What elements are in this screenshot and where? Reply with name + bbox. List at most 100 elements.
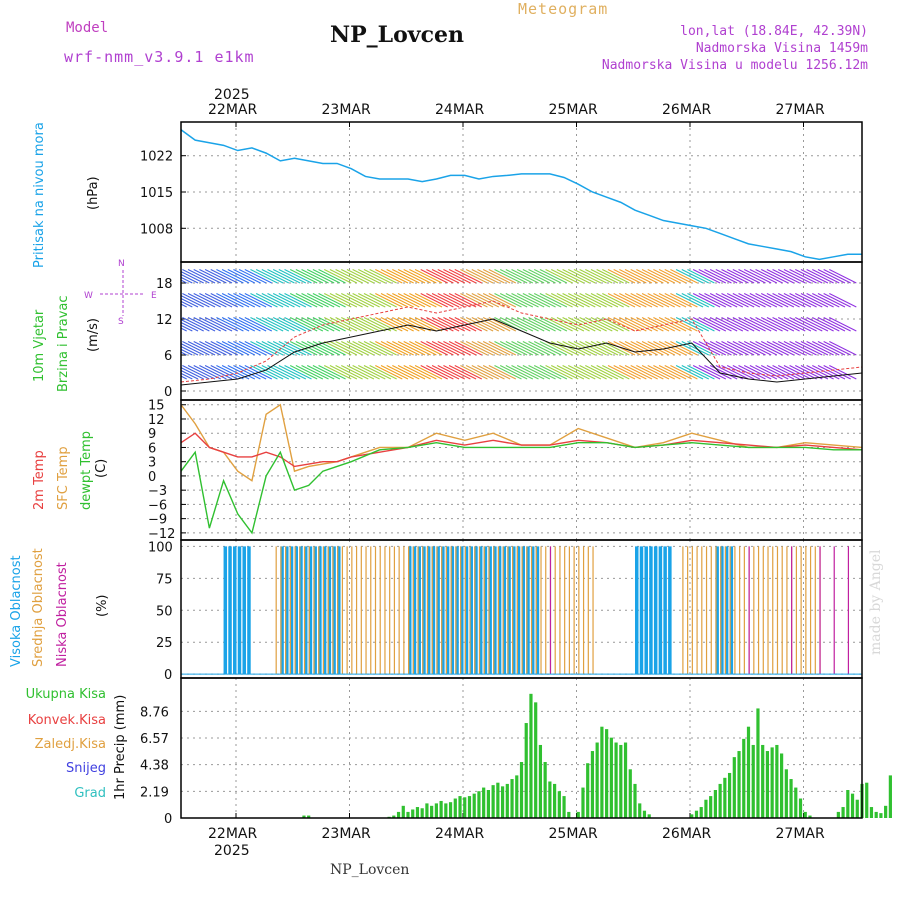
precip-bar: [727, 772, 732, 818]
wind-barb: [369, 341, 397, 356]
wind-barb: [551, 293, 579, 308]
credit-text: made by Angel: [868, 549, 884, 656]
wind-barb: [369, 365, 397, 380]
mid-cloud-bar: [800, 546, 802, 675]
mid-cloud-bar: [568, 546, 570, 675]
mid-cloud-bar: [426, 546, 429, 675]
wind-barb: [187, 293, 216, 308]
wind-barb: [420, 317, 448, 332]
location-coords: lon,lat (18.84E, 42.39N): [680, 24, 868, 39]
precip-bar: [543, 762, 547, 818]
wind-barb: [403, 269, 431, 284]
wind-barb: [187, 341, 216, 356]
x-tick-label-top: 25MAR: [549, 102, 598, 118]
mid-cloud-bar: [460, 546, 462, 675]
wind-barb: [732, 317, 761, 332]
wind-barb: [182, 293, 210, 308]
wind-barb: [829, 341, 857, 356]
mid-cloud-bar: [285, 546, 287, 675]
wind-barb: [743, 269, 772, 284]
wind-barb: [471, 365, 500, 380]
wind-barb: [783, 341, 812, 356]
low-cloud-bar: [819, 546, 821, 675]
wind-barb: [545, 293, 573, 308]
wind-barb: [295, 317, 324, 332]
wind-barb: [755, 365, 783, 380]
wind-barb: [670, 365, 698, 380]
panel-wind: [235, 262, 804, 400]
mid-cloud-bar: [776, 546, 779, 675]
wind-barb: [193, 269, 221, 284]
mid-cloud-bar: [450, 546, 452, 675]
mid-cloud-bar: [734, 546, 736, 675]
wind-barb: [255, 317, 284, 332]
wind-barb: [789, 341, 817, 356]
y-tick-label: 0: [164, 668, 172, 683]
wind-barb: [420, 269, 448, 284]
wind-barb: [204, 341, 233, 356]
wind-barb: [369, 293, 397, 308]
wind-barb: [579, 293, 607, 308]
wind-barb: [675, 293, 704, 308]
wind-barb: [732, 269, 761, 284]
mid-cloud-bar: [493, 546, 495, 675]
wind-barb: [709, 341, 738, 356]
y-axis-unit-pressure: (hPa): [86, 176, 101, 210]
precip-bar: [836, 811, 840, 818]
precip-bar: [770, 747, 774, 818]
wind-barb: [749, 341, 778, 356]
wind-barb: [250, 269, 278, 284]
wind-barb: [817, 293, 846, 308]
wind-barb: [533, 269, 562, 284]
wind-barb: [255, 269, 284, 284]
mid-cloud-bar: [554, 546, 556, 675]
wind-barb: [568, 269, 596, 284]
wind-barb: [687, 365, 715, 380]
wind-barb: [306, 269, 335, 284]
wind-barb: [607, 341, 636, 356]
wind-barb: [619, 269, 647, 284]
precip-bar: [567, 811, 571, 818]
wind-barb: [272, 269, 301, 284]
wind-barb: [295, 269, 324, 284]
wind-barb: [488, 269, 517, 284]
mid-cloud-bar: [762, 546, 764, 675]
wind-barb: [783, 317, 812, 332]
x-tick-label-top: 22MAR: [208, 102, 257, 118]
wind-barb: [358, 269, 386, 284]
wind-barb: [443, 365, 471, 380]
wind-barb: [778, 269, 806, 284]
wind-barb: [244, 341, 273, 356]
wind-barb: [295, 365, 324, 380]
mid-cloud-bar: [478, 546, 481, 675]
wind-barb: [488, 341, 517, 356]
wind-barb: [556, 341, 585, 356]
wind-barb: [375, 293, 403, 308]
wind-barb: [318, 317, 346, 332]
wind-barb: [341, 365, 369, 380]
precip-bar: [425, 803, 429, 818]
wind-barb: [341, 317, 369, 332]
precip-bar: [515, 775, 519, 818]
wind-barb: [312, 269, 341, 284]
precip-bar: [619, 744, 623, 818]
wind-barb: [624, 269, 653, 284]
year-label-bottom: 2025: [214, 843, 250, 859]
wind-barb: [658, 317, 687, 332]
wind-barb: [613, 269, 641, 284]
low-cloud-bar: [847, 546, 850, 675]
mid-cloud-bar: [337, 546, 339, 675]
precip-bar: [595, 742, 599, 818]
wind-barb: [579, 341, 607, 356]
wind-barb: [812, 365, 840, 380]
mid-cloud-bar: [322, 546, 325, 675]
wind-barb: [579, 365, 607, 380]
panel-pressure: [235, 122, 804, 262]
wind-barb: [738, 365, 766, 380]
wind-barb: [636, 293, 664, 308]
wind-barb: [522, 341, 551, 356]
mid-cloud-bar: [374, 546, 377, 675]
wind-barb: [573, 365, 602, 380]
wind-barb: [789, 293, 817, 308]
wind-barb: [193, 317, 221, 332]
